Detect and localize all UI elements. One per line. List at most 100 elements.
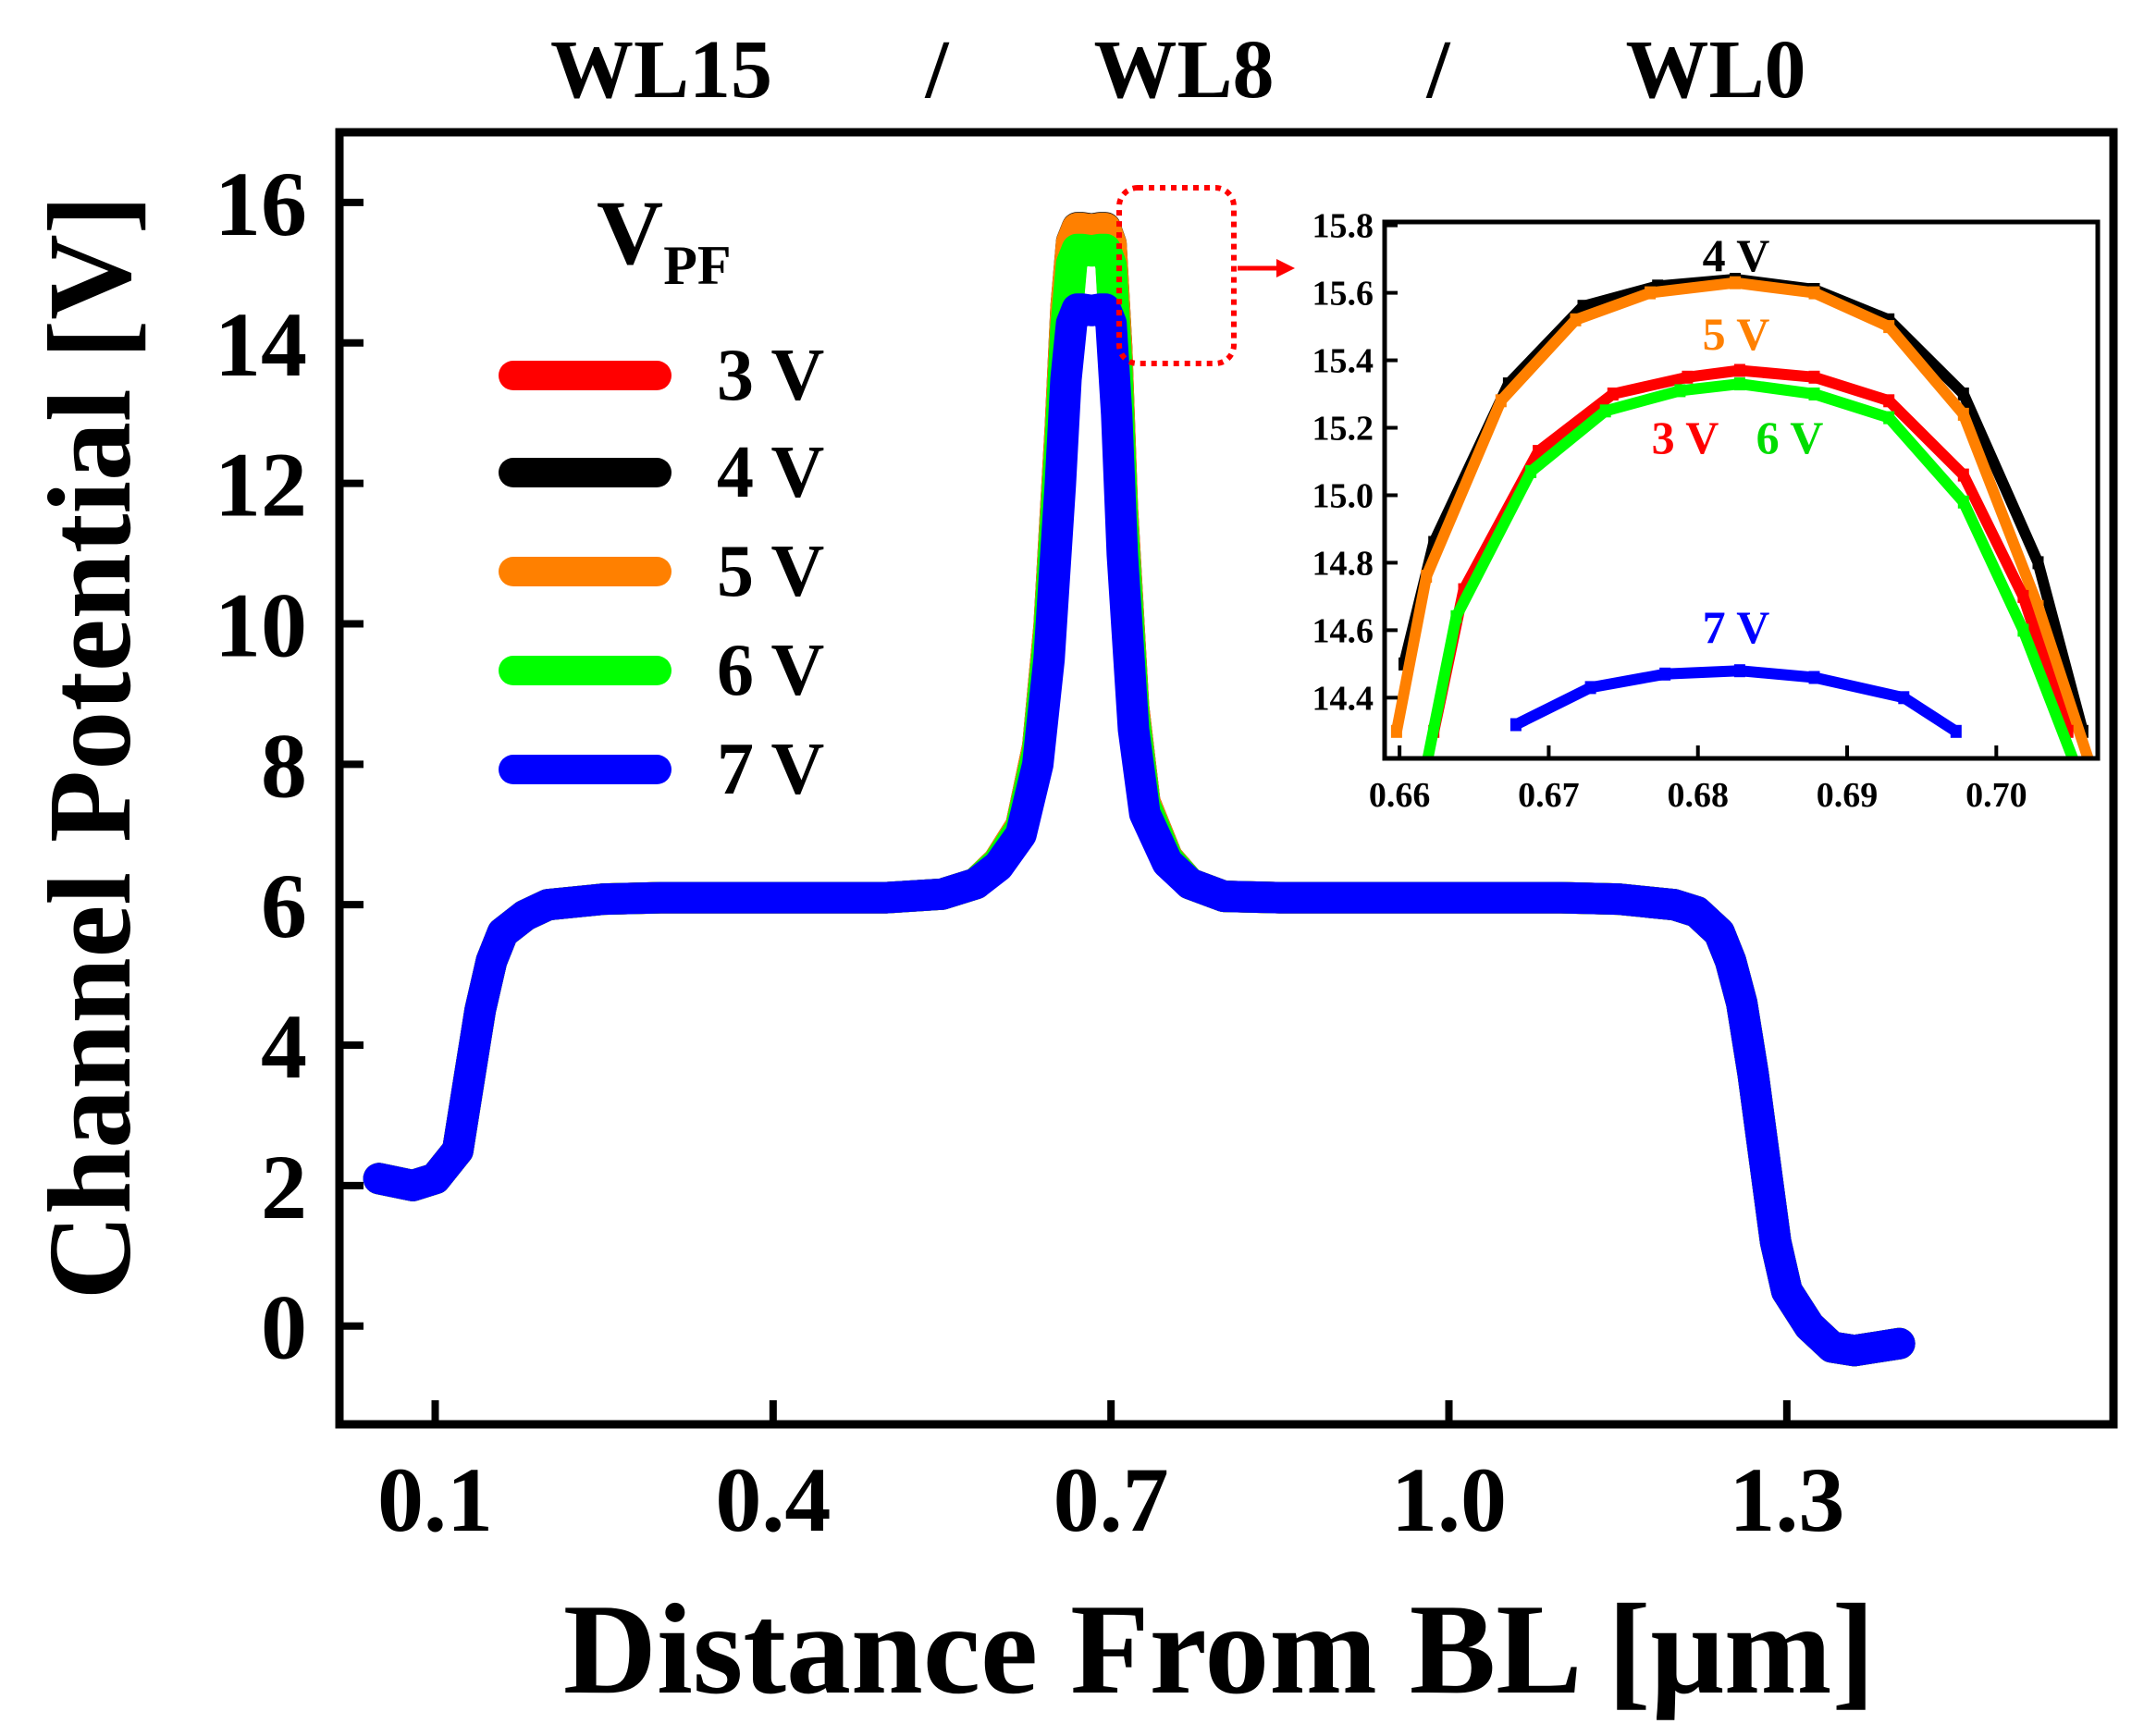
inset-label-4v: 4 V — [1703, 229, 1770, 281]
inset-y-tick-label: 15.8 — [1312, 207, 1374, 246]
legend-entry: 5 V — [499, 531, 824, 612]
inset-point-6v — [1957, 495, 1969, 509]
inset-label-3v: 3 V — [1652, 412, 1719, 463]
inset-label-5v: 5 V — [1703, 308, 1770, 360]
inset-point-6v — [1674, 384, 1686, 398]
inset-axis-ticks: 0.66 0.67 0.68 0.69 0.70 14.4 14.6 14.8 15.0 15.2… — [1312, 207, 2027, 815]
inset-point-4v — [2032, 556, 2044, 570]
inset-point-4v — [1957, 388, 1969, 400]
y-tick-label: 10 — [215, 573, 307, 676]
y-tick-label: 14 — [215, 293, 307, 396]
inset-point-3v — [2017, 589, 2029, 603]
inset-point-6v — [1599, 404, 1611, 418]
y-tick-label: 2 — [261, 1136, 307, 1238]
x-tick-label: 1.3 — [1729, 1448, 1844, 1551]
inset-point-3v — [1957, 468, 1969, 482]
inset-y-tick-label: 15.4 — [1312, 342, 1374, 381]
inset-point-6v — [1733, 377, 1745, 391]
y-tick-label: 6 — [261, 855, 307, 957]
inset-point-4v — [1577, 300, 1589, 314]
x-axis-title: Distance From BL [μm] — [563, 1578, 1875, 1721]
inset-point-5v — [1570, 313, 1582, 326]
legend-label-4v: 4 V — [717, 432, 824, 513]
legend-label-6v: 6 V — [717, 630, 824, 711]
wl-separator-1: / — [924, 24, 949, 116]
inset-point-5v — [2032, 599, 2044, 613]
inset-point-3v — [1808, 370, 1820, 384]
legend-title-main: V — [597, 181, 663, 284]
inset-point-7v — [1950, 724, 1962, 738]
inset-x-tick-label: 0.69 — [1817, 776, 1879, 815]
zoom-region-box — [1116, 185, 1237, 366]
inset-y-tick-label: 14.6 — [1312, 611, 1374, 650]
legend-title-subscript: PF — [663, 235, 731, 296]
legend-entry: 7 V — [499, 729, 824, 810]
legend-title: VPF — [597, 181, 732, 296]
inset-x-tick-label: 0.70 — [1965, 776, 2027, 815]
wl0-label: WL0 — [1625, 24, 1805, 116]
legend-label-7v: 7 V — [717, 729, 824, 810]
inset-label-7v: 7 V — [1703, 601, 1770, 653]
inset-point-7v — [1659, 667, 1671, 681]
main-plot-frame — [335, 128, 2118, 1429]
inset-y-tick-label: 14.8 — [1312, 544, 1374, 583]
wl15-label: WL15 — [550, 24, 772, 116]
inset-y-tick-label: 15.0 — [1312, 476, 1374, 515]
wordline-labels: WL15 / WL8 / WL0 — [550, 24, 1806, 116]
inset-point-3v — [1883, 394, 1895, 408]
inset-point-3v — [1607, 388, 1619, 400]
inset-point-7v — [1733, 664, 1745, 678]
y-tick-label: 16 — [215, 153, 307, 255]
inset-y-tick-label: 15.6 — [1312, 275, 1374, 314]
legend-entry: 4 V — [499, 432, 824, 513]
inset-y-tick-label: 14.4 — [1312, 679, 1374, 718]
inset-x-tick-label: 0.66 — [1369, 776, 1431, 815]
main-axis-ticks: 0.1 0.4 0.7 1.0 1.3 0 2 4 6 8 10 12 14 16 — [215, 153, 1844, 1551]
inset-point-7v — [1509, 718, 1522, 732]
inset-point-6v — [1883, 411, 1895, 425]
inset-point-5v — [1390, 724, 1402, 738]
y-tick-label: 12 — [215, 434, 307, 536]
legend-label-5v: 5 V — [717, 531, 824, 612]
inset-point-3v — [1682, 370, 1694, 384]
inset-point-7v — [1898, 691, 1910, 705]
main-series-group — [363, 212, 1916, 1367]
inset-x-tick-label: 0.67 — [1518, 776, 1580, 815]
inset-point-6v — [1808, 388, 1820, 400]
y-axis-title: Channel Potential [V] — [24, 195, 155, 1300]
series-line-7v — [363, 293, 1916, 1367]
wl-separator-2: / — [1425, 24, 1450, 116]
inset-point-5v — [1883, 320, 1895, 334]
legend-entry: 6 V — [499, 630, 824, 711]
inset-y-tick-label: 15.2 — [1312, 410, 1374, 449]
x-tick-label: 0.7 — [1054, 1448, 1169, 1551]
inset-point-3v — [1533, 445, 1545, 459]
x-tick-label: 1.0 — [1391, 1448, 1507, 1551]
inset-point-5v — [1421, 570, 1433, 583]
legend-entry: 3 V — [499, 335, 824, 416]
inset-point-6v — [1450, 609, 1462, 623]
y-tick-label: 0 — [261, 1276, 307, 1379]
inset-point-7v — [1584, 681, 1596, 695]
inset-plot-frame — [1382, 219, 2101, 761]
y-tick-label: 8 — [261, 714, 307, 817]
wl8-label: WL8 — [1093, 24, 1274, 116]
inset-point-5v — [1957, 407, 1969, 421]
inset-label-6v: 6 V — [1756, 412, 1824, 463]
inset-series-group — [1390, 273, 2094, 758]
inset-point-6v — [2017, 623, 2029, 637]
inset-point-5v — [1495, 394, 1507, 408]
inset-point-6v — [1525, 464, 1537, 478]
x-tick-label: 0.4 — [715, 1448, 831, 1551]
inset-point-3v — [1733, 363, 1745, 377]
inset-point-7v — [1808, 671, 1820, 684]
legend-label-3v: 3 V — [717, 335, 824, 416]
x-tick-label: 0.1 — [377, 1448, 493, 1551]
inset-clipped-lines — [1390, 273, 2094, 758]
inset-point-5v — [1808, 286, 1820, 300]
inset-point-5v — [1730, 276, 1741, 289]
y-tick-label: 4 — [261, 995, 307, 1098]
inset-x-tick-label: 0.68 — [1667, 776, 1729, 815]
zoom-arrow-head — [1276, 259, 1295, 277]
